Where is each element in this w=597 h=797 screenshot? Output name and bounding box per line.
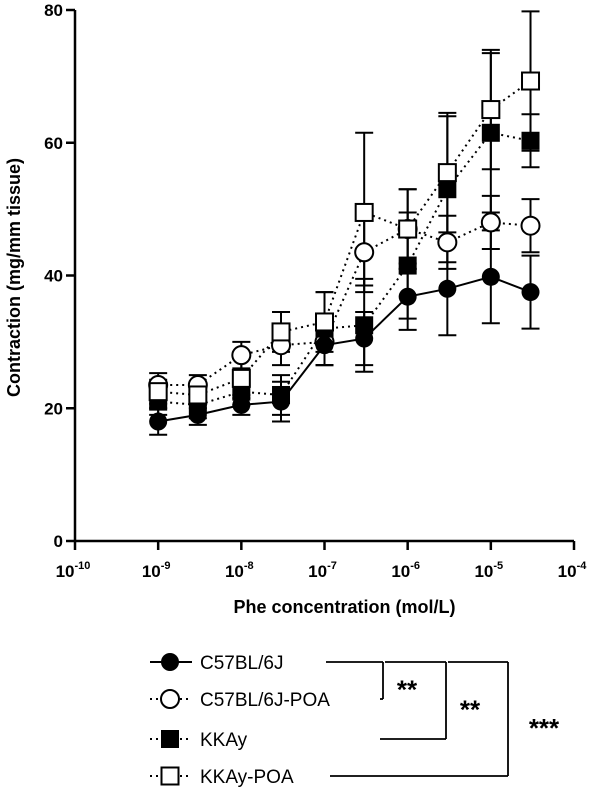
errorbars-kkay-poa xyxy=(149,10,540,410)
errorbars-c57bl-6j xyxy=(149,229,540,436)
y-tick-label: 40 xyxy=(44,267,63,286)
points-kkay xyxy=(149,123,540,414)
data-point xyxy=(354,202,374,222)
data-point xyxy=(521,283,540,302)
series-line-kkay-poa xyxy=(158,80,532,397)
legend-label: KKAy-POA xyxy=(200,767,294,788)
x-tick-label: 10-7 xyxy=(308,560,337,581)
x-tick-label: 10-5 xyxy=(474,560,503,581)
data-point xyxy=(481,100,501,120)
legend-item-c57bl-6j: C57BL/6J xyxy=(150,653,283,674)
y-tick-label: 80 xyxy=(44,1,63,20)
y-axis-title: Contraction (mg/mm tissue) xyxy=(4,158,24,397)
legend-label: KKAy xyxy=(200,730,248,751)
series-line-c57bl-6j xyxy=(158,275,531,423)
significance-bracket: ** xyxy=(326,661,418,705)
significance-bracket: ** xyxy=(380,661,481,740)
significance-stars: ** xyxy=(460,695,481,725)
x-ticks: 10-10 10-9 10-8 10-7 10-6 10-5 10-4 xyxy=(56,541,588,581)
data-point xyxy=(437,163,457,183)
significance-bracket: *** xyxy=(330,661,560,777)
legend-label: C57BL/6J-POA xyxy=(200,690,330,711)
data-point xyxy=(438,180,457,199)
data-point xyxy=(437,232,458,253)
y-tick-label: 20 xyxy=(44,399,63,418)
data-point xyxy=(149,412,168,431)
data-point xyxy=(398,219,418,239)
legend-marker xyxy=(160,766,180,786)
legend-marker xyxy=(161,730,179,748)
data-point xyxy=(315,336,334,355)
data-point xyxy=(315,312,334,332)
series-line-c57bl-6j-poa xyxy=(158,221,531,386)
legend: C57BL/6J C57BL/6J-POA KKAy KKAy-POA xyxy=(150,653,330,788)
data-point xyxy=(520,215,541,236)
points-kkay-poa xyxy=(148,71,541,405)
data-point xyxy=(231,368,251,388)
legend-item-kkay-poa: KKAy-POA xyxy=(150,766,294,788)
significance-brackets: ******* xyxy=(326,661,560,777)
legend-marker xyxy=(160,689,180,709)
y-tick-label: 60 xyxy=(44,134,63,153)
points-c57bl-6j-poa xyxy=(148,212,541,396)
y-tick-label: 0 xyxy=(54,532,63,551)
significance-stars: ** xyxy=(397,675,418,705)
data-point xyxy=(355,316,374,335)
points-c57bl-6j xyxy=(149,267,540,431)
legend-item-c57bl-6j-poa: C57BL/6J-POA xyxy=(150,689,330,711)
x-tick-label: 10-10 xyxy=(56,560,91,581)
data-point xyxy=(521,71,541,91)
legend-marker xyxy=(161,653,179,671)
data-point xyxy=(231,345,252,366)
data-point xyxy=(398,287,417,306)
data-point xyxy=(481,267,500,286)
x-tick-label: 10-8 xyxy=(225,560,254,581)
data-point xyxy=(480,212,501,233)
x-tick-label: 10-4 xyxy=(558,560,588,581)
data-point xyxy=(481,123,500,142)
x-axis-title: Phe concentration (mol/L) xyxy=(233,597,455,617)
y-ticks: 0 20 40 60 80 xyxy=(44,1,75,551)
data-point xyxy=(438,279,457,298)
data-point xyxy=(148,382,168,402)
plot-area xyxy=(148,10,541,436)
data-point xyxy=(398,256,417,275)
legend-item-kkay: KKAy xyxy=(150,730,248,751)
series-line-kkay xyxy=(158,131,531,406)
data-point xyxy=(272,385,291,404)
errorbars-c57bl-6j-poa xyxy=(149,188,540,398)
data-point xyxy=(354,242,375,263)
data-point xyxy=(271,322,291,342)
significance-stars: *** xyxy=(529,713,560,743)
x-tick-label: 10-9 xyxy=(142,560,171,581)
x-tick-label: 10-6 xyxy=(391,560,420,581)
errorbars-kkay xyxy=(149,52,540,420)
legend-label: C57BL/6J xyxy=(200,653,283,674)
data-point xyxy=(188,385,208,405)
data-point xyxy=(521,131,540,150)
